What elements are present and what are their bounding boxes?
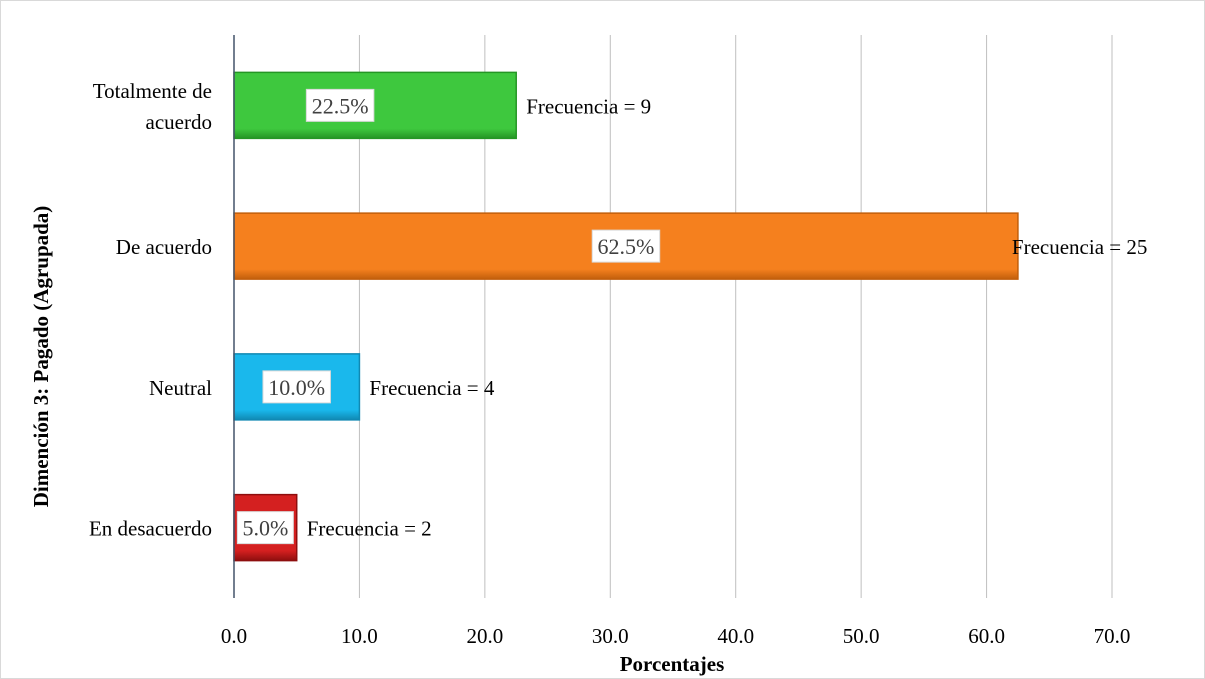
x-tick-label: 10.0	[341, 624, 378, 648]
frequency-label: Frecuencia = 2	[307, 517, 432, 541]
data-label: 62.5%	[598, 234, 655, 259]
y-axis-title: Dimención 3: Pagado (Agrupada)	[29, 206, 53, 508]
category-label: Neutral	[149, 376, 212, 400]
category-label: De acuerdo	[116, 235, 212, 259]
frequency-label: Frecuencia = 9	[526, 94, 651, 118]
data-label-box	[305, 88, 375, 122]
category-label: En desacuerdo	[89, 517, 212, 541]
x-tick-label: 20.0	[466, 624, 503, 648]
x-tick-label: 40.0	[717, 624, 754, 648]
x-tick-label: 30.0	[592, 624, 629, 648]
data-label-box	[236, 511, 294, 545]
data-label-box	[262, 370, 331, 404]
x-tick-label: 0.0	[221, 624, 247, 648]
frequency-label: Frecuencia = 4	[369, 376, 494, 400]
data-label: 22.5%	[312, 93, 369, 118]
category-label: Totalmente de acuerdo	[93, 79, 212, 134]
bar	[233, 71, 517, 140]
x-tick-label: 50.0	[843, 624, 880, 648]
category-labels: Totalmente de acuerdo De acuerdo Neutral En …	[89, 79, 212, 541]
data-label-box	[591, 229, 661, 263]
x-tick-labels: 0.0 10.0 20.0 30.0 40.0 50.0 60.0 70.0	[221, 624, 1131, 648]
x-tick-label: 70.0	[1094, 624, 1131, 648]
x-axis-title: Porcentajes	[620, 652, 725, 676]
bars: 22.5% Frecuencia = 9 62.5% Frecuencia = 25 1…	[233, 71, 1147, 562]
data-label: 5.0%	[242, 516, 288, 541]
frequency-label: Frecuencia = 25	[1012, 235, 1147, 259]
data-label: 10.0%	[268, 375, 325, 400]
x-tick-label: 60.0	[968, 624, 1005, 648]
